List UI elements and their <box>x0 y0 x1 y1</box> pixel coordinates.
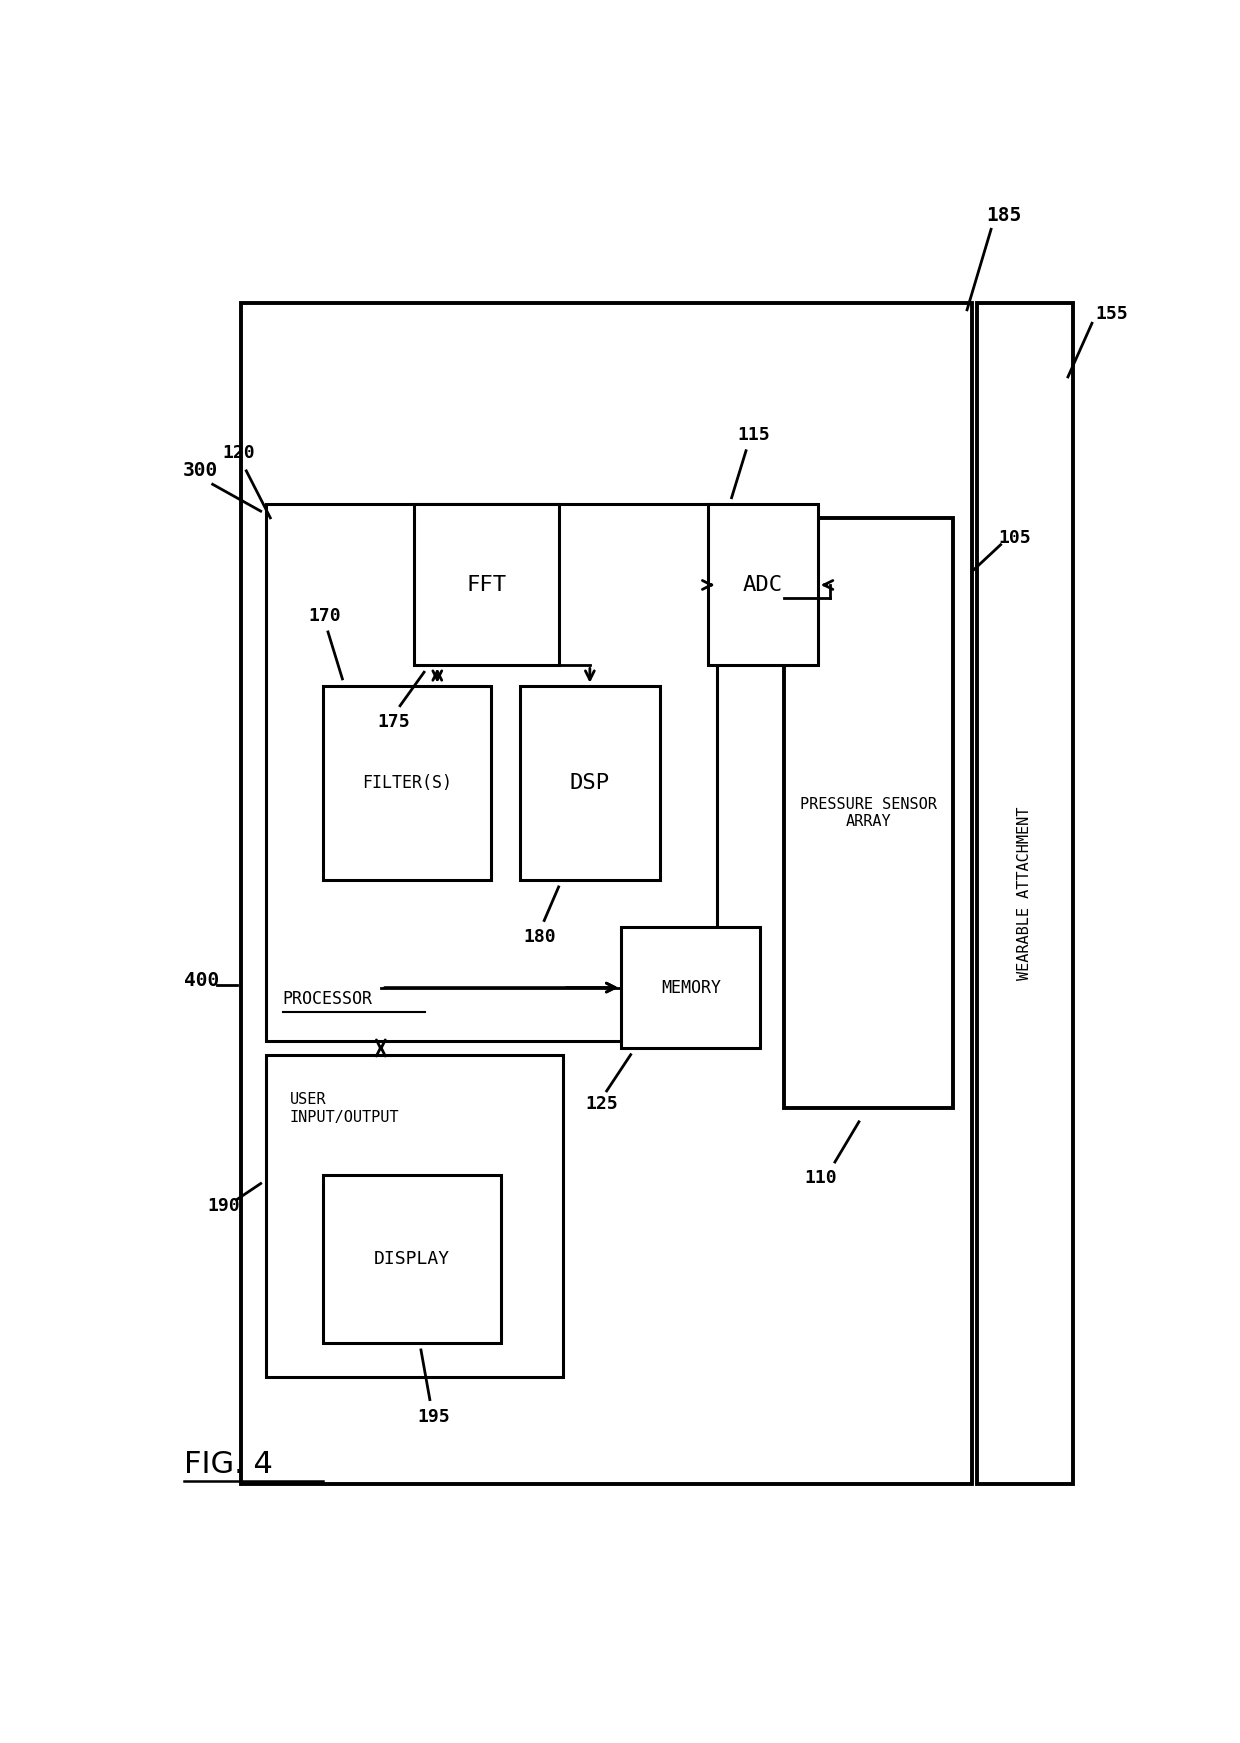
Text: FIG. 4: FIG. 4 <box>184 1450 273 1478</box>
Text: 120: 120 <box>222 444 255 462</box>
FancyBboxPatch shape <box>265 504 717 1041</box>
Text: PRESSURE SENSOR
ARRAY: PRESSURE SENSOR ARRAY <box>800 797 937 830</box>
Text: 185: 185 <box>986 206 1022 225</box>
Text: 180: 180 <box>523 927 556 946</box>
Text: 195: 195 <box>417 1408 450 1426</box>
FancyBboxPatch shape <box>324 685 491 880</box>
Text: 155: 155 <box>1095 305 1127 322</box>
Text: MEMORY: MEMORY <box>661 978 720 997</box>
FancyBboxPatch shape <box>977 303 1073 1485</box>
Text: DISPLAY: DISPLAY <box>374 1250 450 1269</box>
Text: FILTER(S): FILTER(S) <box>362 774 453 791</box>
Text: 175: 175 <box>377 713 409 730</box>
FancyBboxPatch shape <box>265 1055 563 1377</box>
Text: 115: 115 <box>738 425 770 444</box>
Text: 170: 170 <box>309 607 341 624</box>
Text: DSP: DSP <box>570 772 610 793</box>
Text: PROCESSOR: PROCESSOR <box>283 990 373 1007</box>
FancyBboxPatch shape <box>414 504 559 666</box>
FancyBboxPatch shape <box>708 504 818 666</box>
Text: 300: 300 <box>182 462 218 481</box>
Text: FFT: FFT <box>466 575 507 594</box>
FancyBboxPatch shape <box>785 518 952 1109</box>
Text: WEARABLE ATTACHMENT: WEARABLE ATTACHMENT <box>1017 807 1032 980</box>
FancyBboxPatch shape <box>242 303 972 1485</box>
Text: 105: 105 <box>998 528 1032 547</box>
FancyBboxPatch shape <box>324 1175 501 1344</box>
FancyBboxPatch shape <box>521 685 660 880</box>
Text: USER
INPUT/OUTPUT: USER INPUT/OUTPUT <box>290 1093 399 1124</box>
Text: 400: 400 <box>184 971 218 990</box>
Text: 190: 190 <box>207 1197 239 1215</box>
Text: 125: 125 <box>585 1095 619 1114</box>
Text: ADC: ADC <box>743 575 782 594</box>
Text: 110: 110 <box>805 1170 837 1187</box>
FancyBboxPatch shape <box>621 927 760 1048</box>
